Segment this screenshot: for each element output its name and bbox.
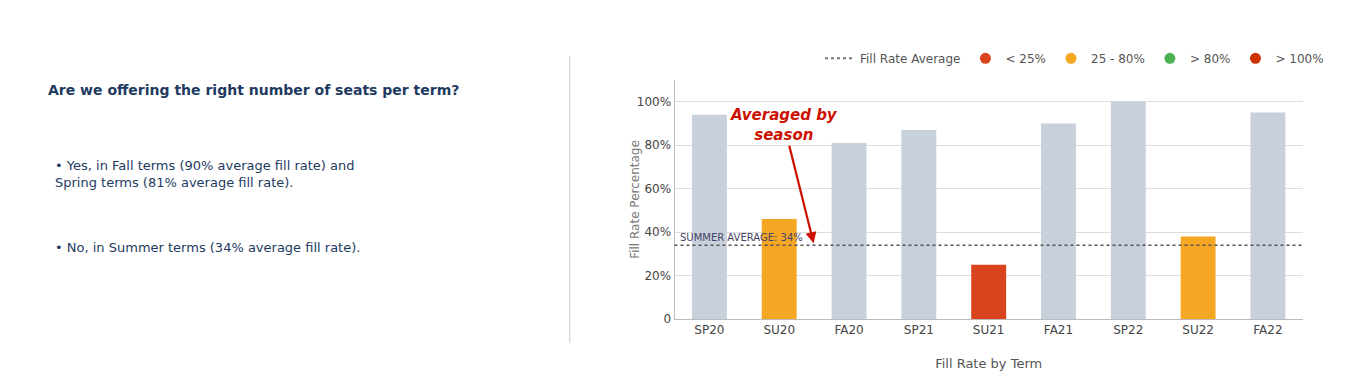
svg-text:SU21: SU21 [973, 323, 1005, 337]
svg-text:Fill Rate Percentage: Fill Rate Percentage [628, 140, 642, 259]
svg-text:FA20: FA20 [834, 323, 863, 337]
svg-text:SP21: SP21 [904, 323, 934, 337]
svg-text:20%: 20% [644, 269, 671, 283]
svg-text:Are we offering the right numb: Are we offering the right number of seat… [48, 82, 459, 98]
svg-text:Fill Rate Average: Fill Rate Average [860, 52, 960, 66]
svg-text:100%: 100% [637, 95, 671, 109]
svg-text:Fill Rate by Term: Fill Rate by Term [935, 356, 1042, 371]
svg-text:> 100%: > 100% [1275, 52, 1323, 66]
svg-text:SU20: SU20 [763, 323, 795, 337]
svg-text:60%: 60% [644, 182, 671, 196]
svg-text:FA22: FA22 [1253, 323, 1282, 337]
svg-text:< 25%: < 25% [1005, 52, 1046, 66]
svg-text:> 80%: > 80% [1190, 52, 1231, 66]
svg-text:SU22: SU22 [1182, 323, 1214, 337]
svg-text:0: 0 [663, 312, 671, 326]
svg-text:SUMMER AVERAGE: 34%: SUMMER AVERAGE: 34% [680, 232, 803, 243]
svg-text:FA21: FA21 [1044, 323, 1073, 337]
svg-text:• Yes, in Fall terms (90% aver: • Yes, in Fall terms (90% average fill r… [55, 158, 354, 190]
svg-text:SP22: SP22 [1113, 323, 1143, 337]
svg-text:25 - 80%: 25 - 80% [1091, 52, 1145, 66]
svg-text:• No, in Summer terms (34% ave: • No, in Summer terms (34% average fill … [55, 240, 360, 255]
svg-text:80%: 80% [644, 138, 671, 152]
svg-text:SP20: SP20 [694, 323, 724, 337]
svg-text:Averaged byseason: Averaged byseason [730, 106, 838, 144]
svg-text:40%: 40% [644, 225, 671, 239]
